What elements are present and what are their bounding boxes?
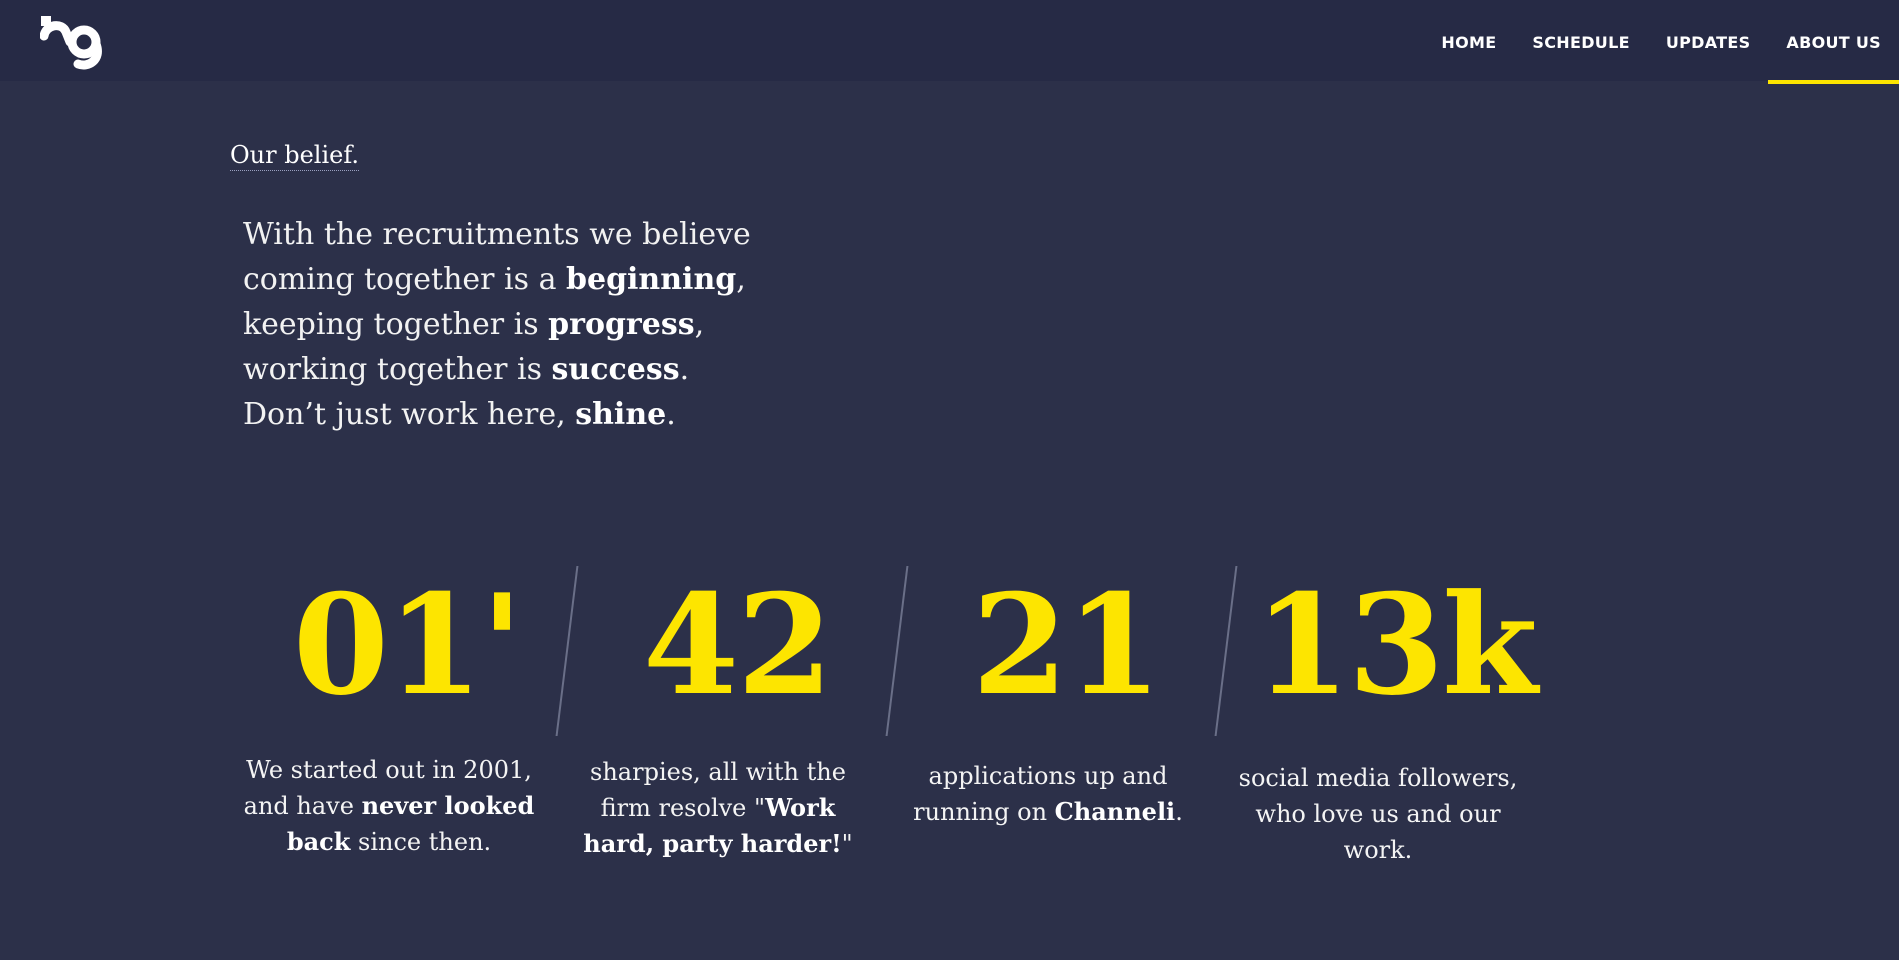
stat-desc-line: work. bbox=[1343, 836, 1413, 864]
stat-desc-years: We started out in 2001, and have never l… bbox=[239, 752, 539, 860]
belief-line: coming together is a beginning, bbox=[243, 262, 746, 297]
stat-desc-line: who love us and our bbox=[1255, 800, 1501, 828]
stat-desc-line: sharpies, all with the bbox=[590, 758, 846, 786]
stat-desc-line: back since then. bbox=[286, 827, 492, 856]
stat-desc-line: hard, party harder!" bbox=[583, 829, 853, 858]
stat-divider bbox=[885, 566, 909, 736]
stat-number-followers: 13k bbox=[1254, 563, 1538, 726]
stat-desc-line: applications up and bbox=[928, 762, 1168, 790]
stat-number-years: 01' bbox=[292, 563, 523, 726]
stat-desc-followers: social media followers, who love us and … bbox=[1228, 760, 1528, 868]
belief-heading: Our belief. bbox=[230, 141, 360, 171]
header-bar: HOME SCHEDULE UPDATES ABOUT US bbox=[0, 0, 1899, 84]
belief-line: keeping together is progress, bbox=[243, 307, 705, 342]
stat-number-members: 42 bbox=[642, 563, 833, 726]
img-logo-icon[interactable] bbox=[40, 14, 110, 70]
belief-line: With the recruitments we believe bbox=[243, 217, 751, 252]
stat-desc-line: We started out in 2001, bbox=[246, 756, 532, 784]
belief-line: Don’t just work here, shine. bbox=[243, 397, 676, 432]
main-nav: HOME SCHEDULE UPDATES ABOUT US bbox=[1423, 0, 1899, 84]
stat-desc-line: running on Channeli. bbox=[913, 797, 1183, 826]
stat-desc-line: social media followers, bbox=[1238, 764, 1518, 792]
stat-desc-line: and have never looked bbox=[243, 791, 535, 820]
stat-divider bbox=[555, 566, 579, 736]
belief-line: working together is success. bbox=[243, 352, 690, 387]
nav-schedule[interactable]: SCHEDULE bbox=[1532, 32, 1630, 52]
stat-desc-applications: applications up and running on Channeli. bbox=[898, 758, 1198, 830]
nav-updates[interactable]: UPDATES bbox=[1665, 32, 1751, 52]
stat-divider bbox=[1214, 566, 1238, 736]
stat-desc-line: firm resolve "Work bbox=[600, 793, 836, 822]
stat-number-applications: 21 bbox=[971, 563, 1162, 726]
stat-desc-members: sharpies, all with the firm resolve "Wor… bbox=[568, 754, 868, 862]
nav-about-us[interactable]: ABOUT US bbox=[1768, 0, 1899, 84]
belief-text: With the recruitments we believe coming … bbox=[243, 212, 751, 437]
nav-home[interactable]: HOME bbox=[1441, 32, 1497, 52]
